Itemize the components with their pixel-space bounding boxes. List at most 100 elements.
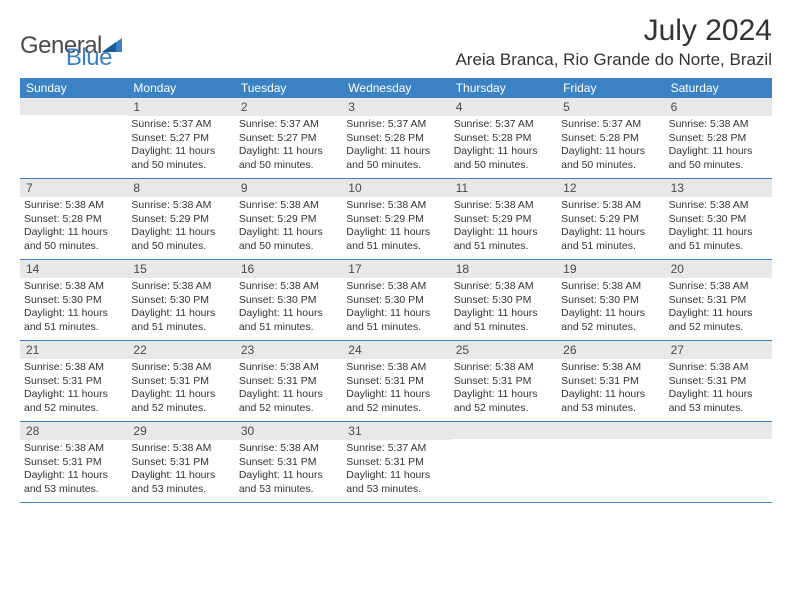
daylight-text: Daylight: 11 hours and 52 minutes. [669,307,768,334]
daylight-text: Daylight: 11 hours and 52 minutes. [131,388,230,415]
weeks-container: 1Sunrise: 5:37 AMSunset: 5:27 PMDaylight… [20,98,772,503]
sunset-text: Sunset: 5:28 PM [346,132,445,146]
sunrise-text: Sunrise: 5:38 AM [561,280,660,294]
sunset-text: Sunset: 5:29 PM [131,213,230,227]
daylight-text: Daylight: 11 hours and 52 minutes. [561,307,660,334]
sunset-text: Sunset: 5:30 PM [669,213,768,227]
daylight-text: Daylight: 11 hours and 51 minutes. [561,226,660,253]
daylight-text: Daylight: 11 hours and 51 minutes. [669,226,768,253]
logo-word2: Blue [66,44,112,72]
day-number: 18 [450,260,557,278]
day-cell: 1Sunrise: 5:37 AMSunset: 5:27 PMDaylight… [127,98,234,178]
day-cell: 3Sunrise: 5:37 AMSunset: 5:28 PMDaylight… [342,98,449,178]
sunrise-text: Sunrise: 5:38 AM [239,361,338,375]
daylight-text: Daylight: 11 hours and 52 minutes. [346,388,445,415]
daylight-text: Daylight: 11 hours and 51 minutes. [346,307,445,334]
day-number: 30 [235,422,342,440]
daylight-text: Daylight: 11 hours and 50 minutes. [454,145,553,172]
daylight-text: Daylight: 11 hours and 51 minutes. [454,226,553,253]
daylight-text: Daylight: 11 hours and 50 minutes. [131,145,230,172]
sunrise-text: Sunrise: 5:37 AM [454,118,553,132]
day-header-row: Sunday Monday Tuesday Wednesday Thursday… [20,78,772,98]
day-number: 25 [450,341,557,359]
day-number: 7 [20,179,127,197]
week-row: 28Sunrise: 5:38 AMSunset: 5:31 PMDayligh… [20,422,772,503]
day-number: 29 [127,422,234,440]
sunrise-text: Sunrise: 5:38 AM [454,361,553,375]
week-row: 1Sunrise: 5:37 AMSunset: 5:27 PMDaylight… [20,98,772,179]
sunrise-text: Sunrise: 5:37 AM [239,118,338,132]
daylight-text: Daylight: 11 hours and 51 minutes. [346,226,445,253]
sunset-text: Sunset: 5:28 PM [669,132,768,146]
day-header-sat: Saturday [665,78,772,98]
sunrise-text: Sunrise: 5:38 AM [669,118,768,132]
day-cell: 22Sunrise: 5:38 AMSunset: 5:31 PMDayligh… [127,341,234,421]
day-cell: 2Sunrise: 5:37 AMSunset: 5:27 PMDaylight… [235,98,342,178]
day-cell: 9Sunrise: 5:38 AMSunset: 5:29 PMDaylight… [235,179,342,259]
day-cell: 18Sunrise: 5:38 AMSunset: 5:30 PMDayligh… [450,260,557,340]
day-number: 12 [557,179,664,197]
sunset-text: Sunset: 5:30 PM [24,294,123,308]
sunset-text: Sunset: 5:30 PM [561,294,660,308]
day-body: Sunrise: 5:38 AMSunset: 5:30 PMDaylight:… [342,278,449,338]
sunset-text: Sunset: 5:31 PM [346,375,445,389]
day-body: Sunrise: 5:38 AMSunset: 5:31 PMDaylight:… [235,440,342,500]
sunrise-text: Sunrise: 5:38 AM [669,199,768,213]
day-header-wed: Wednesday [342,78,449,98]
day-body: Sunrise: 5:38 AMSunset: 5:31 PMDaylight:… [665,278,772,338]
sunset-text: Sunset: 5:29 PM [346,213,445,227]
day-body: Sunrise: 5:37 AMSunset: 5:27 PMDaylight:… [127,116,234,176]
day-number: 9 [235,179,342,197]
day-number: 22 [127,341,234,359]
day-cell: 4Sunrise: 5:37 AMSunset: 5:28 PMDaylight… [450,98,557,178]
day-number: 11 [450,179,557,197]
day-number: 20 [665,260,772,278]
day-body: Sunrise: 5:38 AMSunset: 5:30 PMDaylight:… [450,278,557,338]
week-row: 7Sunrise: 5:38 AMSunset: 5:28 PMDaylight… [20,179,772,260]
sunrise-text: Sunrise: 5:38 AM [131,280,230,294]
day-number: 28 [20,422,127,440]
sunrise-text: Sunrise: 5:38 AM [454,199,553,213]
sunset-text: Sunset: 5:29 PM [561,213,660,227]
day-number: 4 [450,98,557,116]
daylight-text: Daylight: 11 hours and 50 minutes. [346,145,445,172]
daylight-text: Daylight: 11 hours and 52 minutes. [239,388,338,415]
day-number: 23 [235,341,342,359]
calendar: Sunday Monday Tuesday Wednesday Thursday… [20,78,772,503]
daylight-text: Daylight: 11 hours and 50 minutes. [131,226,230,253]
sunset-text: Sunset: 5:30 PM [454,294,553,308]
sunset-text: Sunset: 5:30 PM [346,294,445,308]
sunset-text: Sunset: 5:28 PM [561,132,660,146]
day-cell: 21Sunrise: 5:38 AMSunset: 5:31 PMDayligh… [20,341,127,421]
month-title: July 2024 [455,14,772,48]
sunset-text: Sunset: 5:31 PM [454,375,553,389]
day-cell: 27Sunrise: 5:38 AMSunset: 5:31 PMDayligh… [665,341,772,421]
day-number: 27 [665,341,772,359]
sunrise-text: Sunrise: 5:38 AM [346,361,445,375]
daylight-text: Daylight: 11 hours and 50 minutes. [239,226,338,253]
day-cell: 25Sunrise: 5:38 AMSunset: 5:31 PMDayligh… [450,341,557,421]
day-header-mon: Monday [127,78,234,98]
daylight-text: Daylight: 11 hours and 50 minutes. [561,145,660,172]
sunrise-text: Sunrise: 5:38 AM [346,199,445,213]
day-cell: 16Sunrise: 5:38 AMSunset: 5:30 PMDayligh… [235,260,342,340]
day-number: 15 [127,260,234,278]
day-number: 17 [342,260,449,278]
day-cell [665,422,772,502]
day-cell: 14Sunrise: 5:38 AMSunset: 5:30 PMDayligh… [20,260,127,340]
day-body: Sunrise: 5:38 AMSunset: 5:31 PMDaylight:… [665,359,772,419]
sunrise-text: Sunrise: 5:38 AM [239,280,338,294]
day-number: 13 [665,179,772,197]
location: Areia Branca, Rio Grande do Norte, Brazi… [455,50,772,70]
day-number: 6 [665,98,772,116]
day-body: Sunrise: 5:38 AMSunset: 5:30 PMDaylight:… [20,278,127,338]
sunset-text: Sunset: 5:30 PM [131,294,230,308]
sunset-text: Sunset: 5:31 PM [669,375,768,389]
day-body: Sunrise: 5:37 AMSunset: 5:28 PMDaylight:… [557,116,664,176]
sunset-text: Sunset: 5:31 PM [24,375,123,389]
daylight-text: Daylight: 11 hours and 53 minutes. [346,469,445,496]
day-body: Sunrise: 5:38 AMSunset: 5:31 PMDaylight:… [20,440,127,500]
sunset-text: Sunset: 5:31 PM [239,375,338,389]
sunrise-text: Sunrise: 5:38 AM [454,280,553,294]
day-number [20,98,127,115]
